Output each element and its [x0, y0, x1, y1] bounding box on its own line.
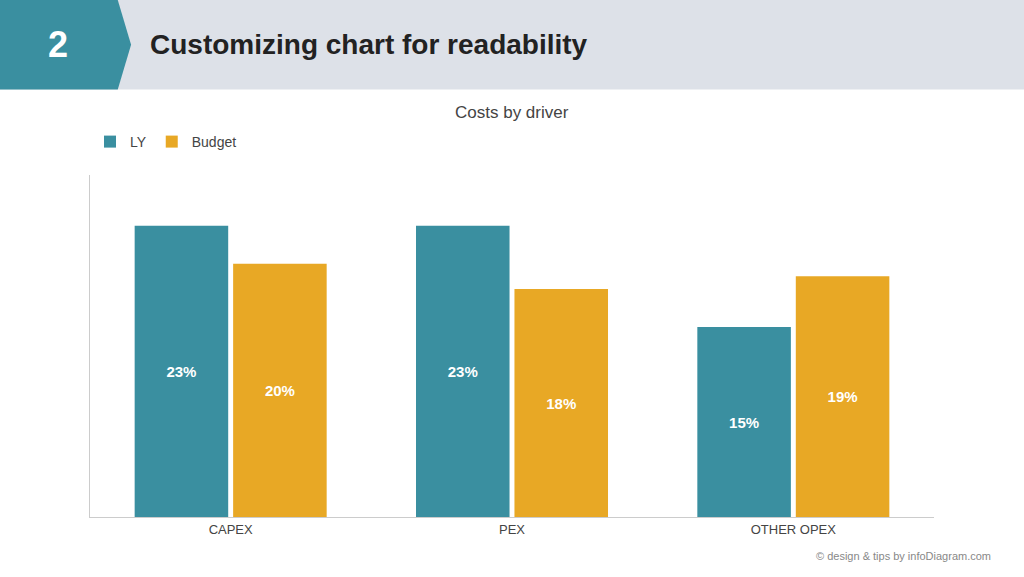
svg-text:19%: 19%: [828, 388, 858, 405]
svg-text:15%: 15%: [729, 414, 759, 431]
svg-text:CAPEX: CAPEX: [209, 522, 253, 537]
svg-text:Customizing chart for readabil: Customizing chart for readability: [150, 29, 588, 60]
svg-text:OTHER OPEX: OTHER OPEX: [751, 522, 837, 537]
svg-text:PEX: PEX: [499, 522, 525, 537]
svg-text:20%: 20%: [265, 382, 295, 399]
svg-text:Budget: Budget: [192, 134, 236, 150]
svg-text:© design & tips by infoDiagram: © design & tips by infoDiagram.com: [816, 550, 991, 562]
svg-text:23%: 23%: [166, 363, 196, 380]
svg-text:23%: 23%: [448, 363, 478, 380]
svg-text:18%: 18%: [546, 395, 576, 412]
svg-text:Costs by driver: Costs by driver: [455, 103, 569, 122]
svg-text:2: 2: [48, 24, 68, 65]
svg-text:LY: LY: [130, 134, 147, 150]
